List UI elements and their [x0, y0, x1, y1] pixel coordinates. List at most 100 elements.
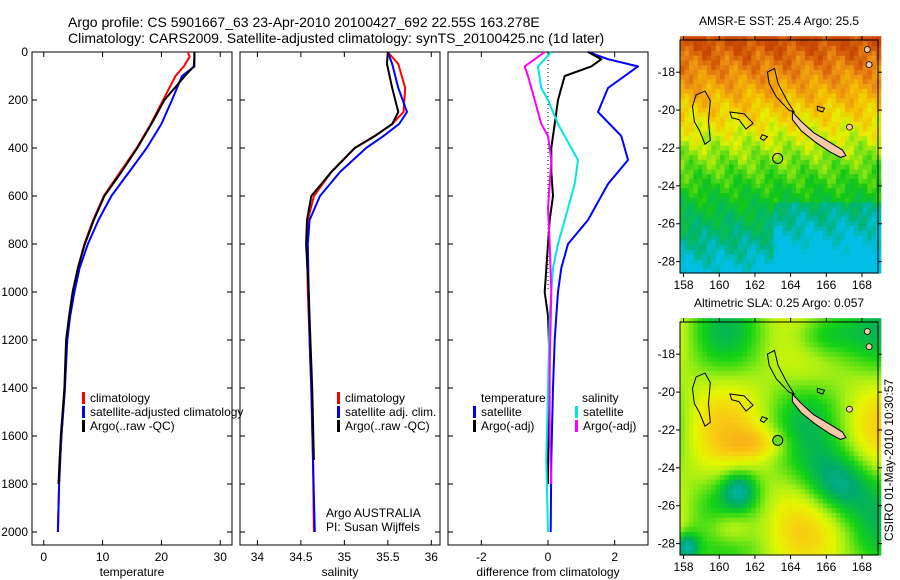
map-cell: [862, 417, 868, 423]
map-cell: [711, 102, 717, 108]
map-cell: [836, 479, 842, 485]
map-cell: [849, 360, 855, 367]
map-cell: [858, 116, 864, 122]
map-cell: [862, 107, 868, 113]
map-cell: [773, 365, 779, 371]
map-cell: [867, 239, 873, 246]
map-cell: [791, 254, 797, 260]
map-cell: [760, 493, 766, 499]
map-cell: [822, 498, 828, 504]
map-cell: [733, 263, 739, 269]
map-cell: [858, 460, 864, 466]
map-cell: [733, 249, 739, 255]
map-cell: [733, 484, 739, 490]
map-cell: [876, 40, 882, 47]
map-cell: [746, 550, 752, 556]
map-cell: [764, 263, 770, 269]
map-cell: [751, 502, 757, 509]
map-cell: [688, 517, 694, 523]
map-cell: [715, 545, 721, 551]
map-cell: [773, 517, 779, 523]
map-cell: [733, 403, 739, 409]
map-cell: [858, 216, 864, 222]
map-cell: [809, 239, 815, 246]
map-cell: [773, 536, 779, 542]
map-cell: [688, 258, 694, 265]
map-cell: [706, 531, 712, 537]
map-cell: [760, 322, 766, 329]
map-cell: [755, 88, 761, 94]
map-cell: [822, 517, 828, 523]
map-cell: [702, 249, 708, 255]
map-cell: [778, 102, 784, 108]
map-cell: [845, 168, 851, 175]
map-cell: [688, 360, 694, 367]
map-cell: [751, 337, 757, 343]
map-cell: [858, 412, 864, 419]
map-cell: [809, 45, 815, 51]
map-cell: [751, 360, 757, 367]
map-cell: [724, 346, 730, 352]
map-cell: [782, 168, 788, 175]
map-cell: [693, 168, 699, 175]
map-cell: [800, 455, 806, 461]
map-cell: [809, 521, 815, 528]
map-cell: [849, 59, 855, 66]
map-cell: [702, 116, 708, 122]
map-cell: [795, 74, 801, 80]
map-cell: [804, 540, 810, 547]
map-cell: [715, 206, 721, 212]
map-cell: [782, 536, 788, 542]
map-cell: [862, 149, 868, 156]
map-cell: [720, 474, 726, 480]
map-cell: [764, 149, 770, 156]
map-cell: [800, 178, 806, 184]
map-cell: [876, 192, 882, 198]
map-cell: [702, 55, 708, 61]
map-cell: [720, 164, 726, 170]
map-cell: [755, 412, 761, 419]
map-cell: [693, 145, 699, 151]
map-cell: [831, 78, 837, 85]
map-cell: [773, 88, 779, 94]
map-cell: [795, 168, 801, 175]
map-cell: [729, 431, 735, 438]
map-cell: [746, 446, 752, 452]
map-cell: [706, 512, 712, 518]
map-cell: [769, 216, 775, 222]
map-cell: [680, 220, 686, 227]
map-cell: [724, 498, 730, 504]
map-cell: [697, 422, 703, 428]
map-cell: [733, 531, 739, 537]
map-cell: [684, 69, 690, 75]
map-cell: [804, 436, 810, 442]
map-cell: [795, 493, 801, 499]
map-cell: [867, 145, 873, 151]
map-cell: [813, 370, 819, 376]
map-cell: [800, 45, 806, 51]
map-cell: [876, 154, 882, 160]
map-cell: [755, 512, 761, 518]
map-cell: [755, 526, 761, 532]
map-cell: [702, 187, 708, 194]
map-cell: [715, 112, 721, 118]
map-cell: [858, 422, 864, 428]
map-cell: [787, 173, 793, 179]
map-cell: [840, 531, 846, 537]
map-cell: [724, 107, 730, 113]
map-cell: [818, 268, 824, 274]
map-cell: [876, 130, 882, 137]
map-cell: [769, 517, 775, 523]
map-cell: [809, 149, 815, 156]
map-cell: [680, 149, 686, 156]
map-cell: [733, 469, 739, 476]
map-cell: [755, 187, 761, 194]
map-cell: [751, 140, 757, 146]
map-cell: [849, 112, 855, 118]
map-cell: [746, 235, 752, 241]
map-cell: [836, 507, 842, 513]
map-cell: [755, 479, 761, 485]
map-cell: [684, 332, 690, 338]
map-cell: [862, 431, 868, 438]
x-tick-label: 30: [214, 550, 228, 564]
